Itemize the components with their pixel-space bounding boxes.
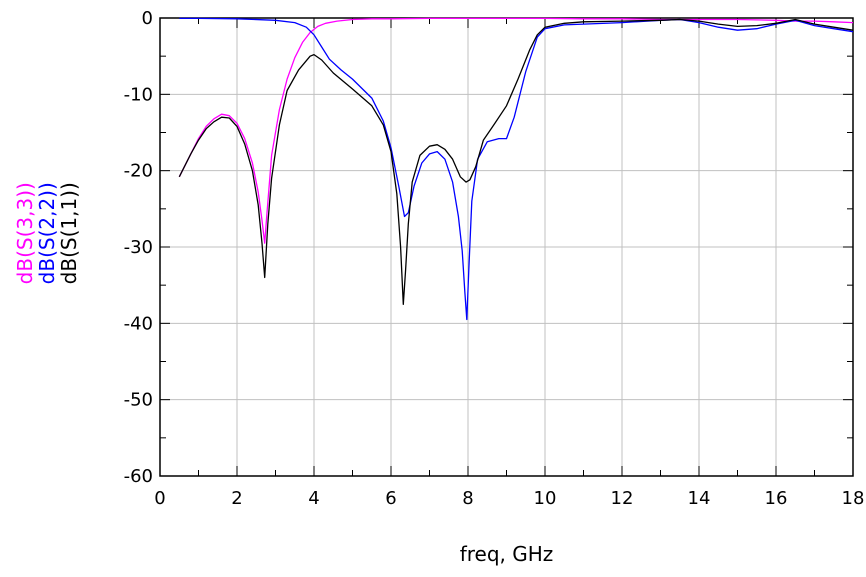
x-tick-label: 16 bbox=[765, 488, 788, 509]
x-tick-label: 6 bbox=[385, 488, 396, 509]
grid bbox=[160, 18, 853, 476]
y-tick-label: -50 bbox=[124, 390, 153, 411]
x-tick-label: 2 bbox=[231, 488, 242, 509]
x-tick-label: 0 bbox=[154, 488, 165, 509]
x-tick-label: 12 bbox=[611, 488, 634, 509]
legend: dB(S(3,3))dB(S(2,2))dB(S(1,1)) bbox=[13, 182, 81, 284]
y-tick-label: -10 bbox=[124, 84, 153, 105]
y-tick-label: -30 bbox=[124, 237, 153, 258]
x-tick-labels: 0 2 4 6 8 10 12 14 16 18 bbox=[154, 488, 864, 509]
series-line-3 bbox=[178, 18, 854, 305]
y-tick-label: -40 bbox=[124, 313, 153, 334]
y-tick-labels: 0 -10 -20 -30 -40 -50 -60 bbox=[124, 8, 153, 487]
series-line-2 bbox=[179, 17, 854, 321]
x-tick-label: 8 bbox=[462, 488, 473, 509]
series-lines bbox=[178, 17, 854, 321]
series-line-1 bbox=[178, 17, 854, 244]
legend-entry-2: dB(S(2,2)) bbox=[35, 182, 59, 284]
y-tick-label: -60 bbox=[124, 466, 153, 487]
x-tick-label: 18 bbox=[842, 488, 865, 509]
y-tick-label: 0 bbox=[142, 8, 153, 29]
x-axis-title: freq, GHz bbox=[460, 542, 554, 566]
y-tick-label: -20 bbox=[124, 161, 153, 182]
x-tick-label: 14 bbox=[688, 488, 711, 509]
x-tick-label: 4 bbox=[308, 488, 319, 509]
x-tick-label: 10 bbox=[534, 488, 557, 509]
legend-entry-1: dB(S(3,3)) bbox=[13, 182, 37, 284]
legend-entry-3: dB(S(1,1)) bbox=[57, 182, 81, 284]
